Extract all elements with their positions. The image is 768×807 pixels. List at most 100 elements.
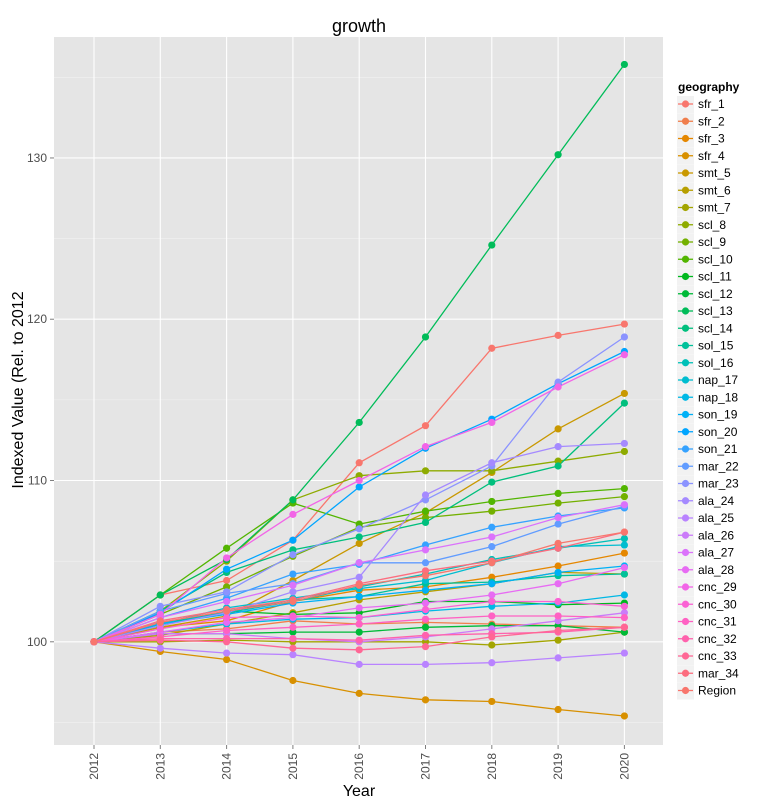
data-point-cnc_30 [156, 625, 164, 633]
data-point-cnc_33 [223, 638, 231, 646]
data-point-ala_27 [554, 514, 562, 522]
data-point-ala_24 [554, 443, 562, 451]
legend-key-point [681, 376, 690, 384]
x-axis: 2012 2013 2014 2015 2016 2017 2018 2019 2020 [87, 745, 631, 780]
data-point-cnc_29 [488, 418, 496, 427]
legend-label-sfr_4: sfr_4 [698, 149, 725, 163]
legend-key-point [681, 566, 690, 574]
chart-title: growth [332, 16, 386, 36]
data-point-scl_13 [554, 151, 562, 159]
data-point-ala_28 [620, 563, 629, 572]
legend-label-ala_24: ala_24 [698, 494, 734, 508]
legend-label-sfr_2: sfr_2 [698, 114, 725, 128]
data-point-sol_16 [620, 534, 629, 543]
data-point-son_19 [554, 568, 562, 577]
y-tick-label: 100 [27, 635, 47, 649]
legend-key-point [681, 341, 690, 350]
data-point-scl_9 [620, 493, 629, 501]
data-point-sfr_4 [289, 676, 297, 685]
legend-key-point [681, 186, 690, 194]
data-point-sfr_3 [554, 562, 562, 570]
data-point-scl_13 [421, 333, 430, 341]
legend-key-point [681, 497, 690, 505]
data-point-Region [223, 607, 231, 615]
y-axis: 100 110 120 130 [27, 151, 54, 649]
x-tick-label: 2018 [485, 753, 499, 780]
legend-key-point [681, 152, 690, 160]
legend-label-smt_7: smt_7 [698, 201, 731, 215]
legend-key-point [681, 514, 690, 522]
legend-label-scl_12: scl_12 [698, 287, 733, 301]
data-point-ala_27 [355, 559, 363, 567]
legend-label-mar_23: mar_23 [698, 477, 739, 491]
data-point-scl_14 [488, 478, 496, 486]
data-point-son_20 [223, 565, 231, 573]
data-point-cnc_33 [156, 636, 164, 644]
legend-label-cnc_29: cnc_29 [698, 580, 737, 594]
data-point-sfr_4 [355, 689, 363, 697]
x-tick-label: 2013 [153, 753, 167, 780]
legend-label-son_20: son_20 [698, 425, 738, 439]
legend-key-point [681, 307, 690, 315]
data-point-sfr_4 [488, 697, 496, 706]
legend-label-mar_22: mar_22 [698, 459, 739, 473]
data-point-scl_12 [421, 623, 430, 631]
legend-label-smt_6: smt_6 [698, 183, 731, 197]
legend-key-point [681, 100, 690, 108]
legend-key-point [681, 117, 690, 125]
legend-key-point [681, 583, 690, 591]
data-point-ala_24 [620, 439, 629, 448]
data-point-sfr_4 [421, 696, 430, 704]
x-tick-label: 2019 [551, 753, 565, 780]
data-point-sfr_3 [620, 549, 629, 557]
data-point-cnc_32 [421, 631, 430, 639]
x-tick-label: 2014 [220, 753, 234, 780]
data-point-cnc_33 [421, 643, 430, 651]
legend-key-point [681, 445, 690, 453]
data-point-cnc_31 [355, 620, 363, 628]
data-point-ala_25 [620, 649, 629, 657]
data-point-mar_22 [554, 520, 562, 528]
data-point-scl_10 [554, 489, 562, 498]
data-point-ala_25 [554, 654, 562, 662]
data-point-ala_27 [421, 546, 430, 554]
data-point-sol_15 [620, 570, 629, 578]
legend-key-point [681, 272, 690, 281]
legend-label-nap_18: nap_18 [698, 390, 738, 404]
legend-key-point [681, 600, 690, 608]
legend-key-point [681, 255, 690, 263]
data-point-son_20 [289, 536, 297, 544]
legend-title: geography [678, 80, 740, 94]
data-point-scl_14 [620, 399, 629, 407]
legend-label-sol_16: sol_16 [698, 356, 734, 370]
data-point-scl_13 [156, 591, 164, 599]
data-point-son_19 [421, 586, 430, 594]
legend-label-scl_10: scl_10 [698, 252, 733, 266]
legend-label-ala_25: ala_25 [698, 511, 734, 525]
data-point-scl_13 [620, 60, 629, 69]
data-point-son_19 [488, 580, 496, 588]
legend-label-scl_9: scl_9 [698, 235, 726, 249]
legend-label-cnc_33: cnc_33 [698, 649, 737, 663]
y-tick-label: 110 [28, 474, 47, 488]
data-point-sfr_4 [554, 705, 562, 714]
data-point-sfr_1 [355, 459, 363, 467]
series-points [90, 60, 629, 720]
data-point-Region [355, 581, 363, 589]
data-point-scl_10 [223, 544, 231, 552]
legend-key-point [681, 359, 690, 367]
data-point-cnc_31 [289, 623, 297, 631]
data-point-ala_28 [554, 580, 562, 588]
legend-key-point [681, 238, 690, 246]
legend-label-cnc_32: cnc_32 [698, 632, 737, 646]
data-point-Region [488, 559, 496, 567]
legend-key-point [681, 669, 690, 677]
legend-key-point [681, 617, 690, 626]
x-tick-label: 2012 [87, 753, 101, 780]
legend-key-point [681, 203, 690, 212]
data-point-son_21 [488, 523, 496, 531]
x-tick-label: 2020 [617, 753, 631, 780]
legend-key-point [681, 479, 690, 488]
data-point-scl_14 [421, 518, 430, 527]
legend-key-point [681, 652, 690, 660]
